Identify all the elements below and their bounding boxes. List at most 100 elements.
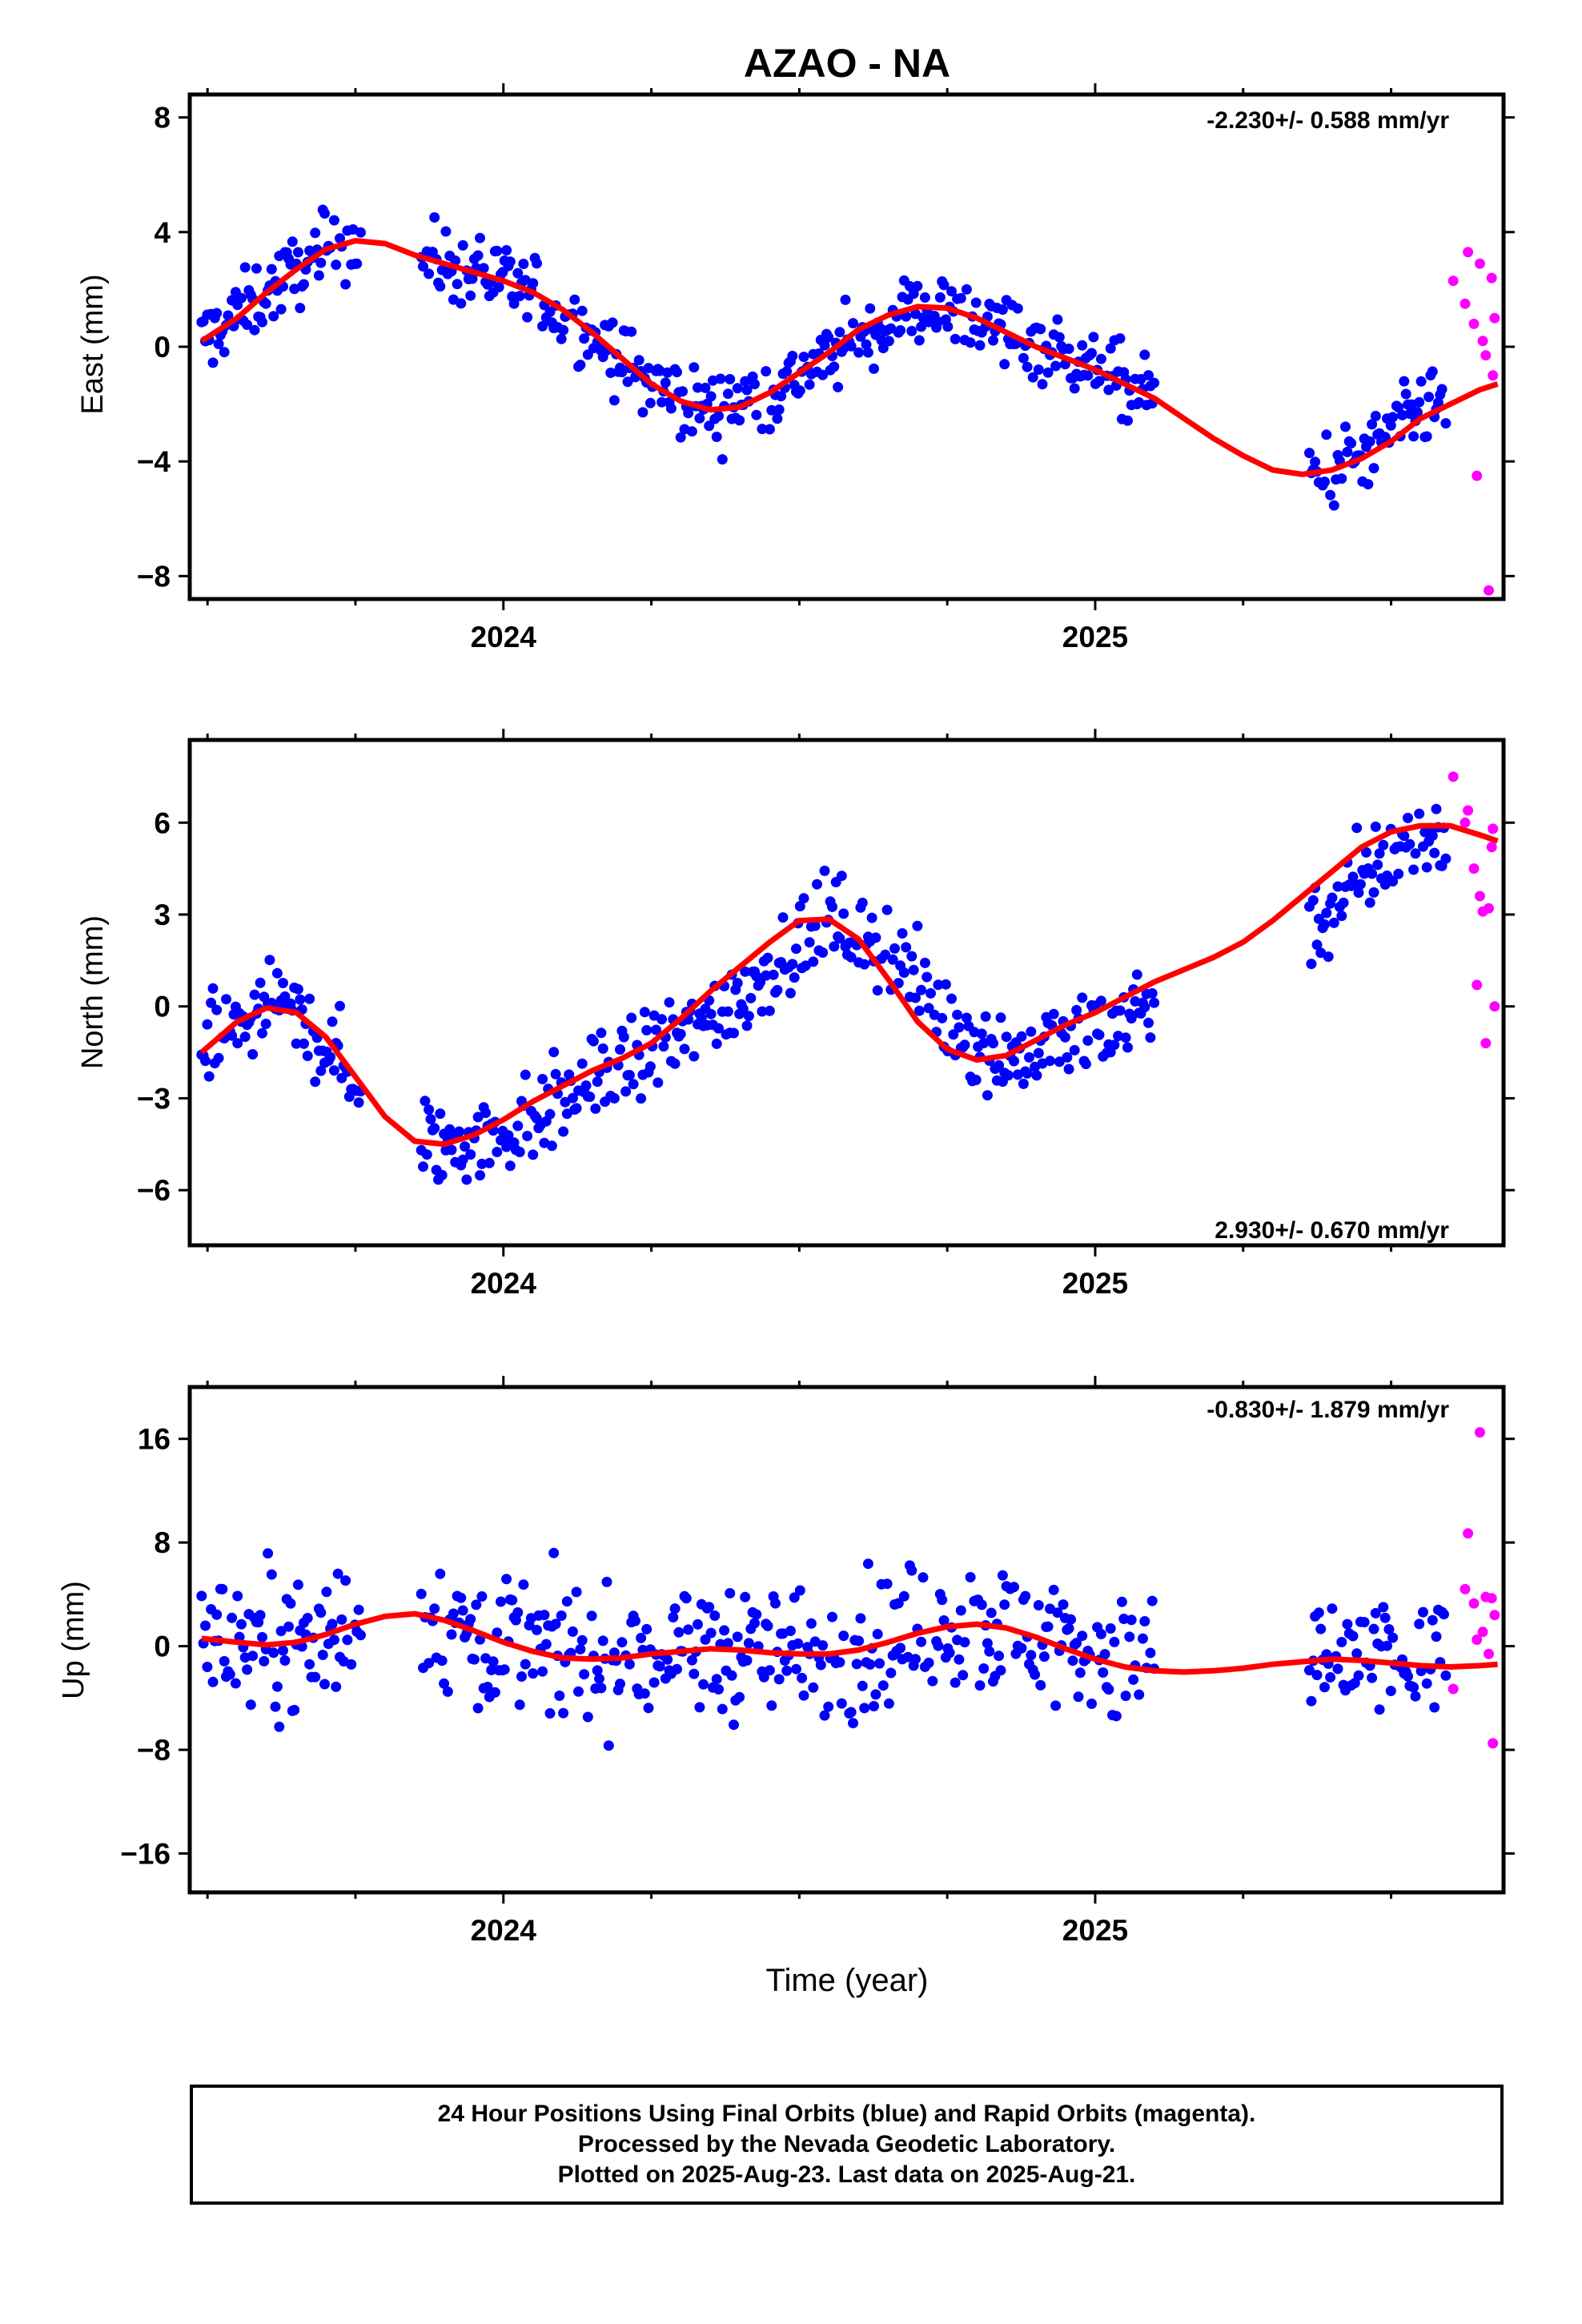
east-final-point xyxy=(895,325,906,336)
east-final-point xyxy=(504,256,516,267)
up-final-point xyxy=(336,1614,347,1625)
up-final-point xyxy=(550,1618,561,1630)
north-final-point xyxy=(615,1044,625,1055)
east-final-point xyxy=(974,340,986,351)
east-final-point xyxy=(665,403,677,414)
east-final-point xyxy=(1139,349,1150,360)
north-final-point xyxy=(809,920,821,931)
east-final-point xyxy=(1103,384,1114,396)
east-final-point xyxy=(558,324,569,336)
up-final-point xyxy=(448,1608,459,1619)
east-final-point xyxy=(452,279,463,290)
north-final-point xyxy=(859,959,870,970)
up-final-point xyxy=(603,1740,614,1751)
up-final-point xyxy=(704,1602,715,1613)
north-final-point xyxy=(278,978,288,988)
north-final-point xyxy=(705,1008,717,1019)
east-final-point xyxy=(1399,376,1410,387)
north-final-point xyxy=(764,1005,775,1016)
north-final-point xyxy=(954,1022,965,1033)
up-final-point xyxy=(1020,1590,1031,1602)
up-final-point xyxy=(573,1686,584,1697)
up-final-point xyxy=(1439,1609,1449,1620)
east-final-point xyxy=(1421,431,1432,442)
north-final-point xyxy=(819,865,830,876)
east-final-point xyxy=(732,383,743,394)
up-final-point xyxy=(532,1624,542,1635)
east-final-point xyxy=(689,362,700,373)
east-final-point xyxy=(1033,364,1044,375)
east-final-point xyxy=(761,366,772,377)
east-final-point xyxy=(877,343,889,354)
north-final-point xyxy=(857,897,868,908)
up-final-point xyxy=(255,1610,266,1621)
north-final-point xyxy=(937,1012,948,1023)
east-final-point xyxy=(1370,411,1381,421)
up-final-point xyxy=(711,1674,722,1685)
up-final-point xyxy=(597,1635,608,1647)
east-final-point xyxy=(644,397,656,408)
up-final-point xyxy=(741,1655,753,1666)
north-final-point xyxy=(457,1154,468,1165)
north-final-point xyxy=(1319,919,1330,930)
east-final-point xyxy=(1432,397,1443,408)
east-final-point xyxy=(637,407,648,418)
up-final-point xyxy=(331,1681,342,1692)
up-final-point xyxy=(482,1682,493,1692)
east-final-point xyxy=(328,215,339,226)
up-final-point xyxy=(1431,1631,1442,1642)
north-final-point xyxy=(221,994,231,1005)
north-final-point xyxy=(260,1019,271,1029)
north-final-point xyxy=(608,1093,620,1104)
north-final-point xyxy=(740,966,751,977)
north-final-point xyxy=(689,1051,700,1062)
up-final-point xyxy=(668,1612,679,1622)
up-final-point xyxy=(698,1679,709,1690)
up-final-point xyxy=(266,1569,277,1580)
up-final-point xyxy=(1418,1606,1428,1618)
up-final-point xyxy=(823,1701,834,1712)
up-final-point xyxy=(1067,1655,1078,1667)
north-final-point xyxy=(772,984,783,995)
east-final-point xyxy=(798,352,809,363)
north-final-point xyxy=(310,1076,321,1088)
up-final-point xyxy=(1033,1600,1044,1610)
up-final-point xyxy=(1118,1614,1130,1624)
east-final-point xyxy=(1082,370,1094,381)
up-final-point xyxy=(717,1703,728,1715)
up-final-point xyxy=(442,1686,453,1697)
up-final-point xyxy=(917,1572,929,1583)
north-final-point xyxy=(558,1126,569,1137)
north-final-point xyxy=(988,1038,998,1049)
up-final-point xyxy=(933,1640,944,1651)
up-final-point xyxy=(278,1645,288,1656)
east-final-point xyxy=(757,424,768,435)
up-final-point xyxy=(1105,1623,1116,1634)
up-final-point xyxy=(283,1621,295,1632)
east-rapid-point xyxy=(1486,272,1497,283)
north-final-point xyxy=(982,1090,993,1101)
up-final-point xyxy=(274,1721,285,1732)
up-final-point xyxy=(1052,1607,1063,1618)
up-final-point xyxy=(217,1583,228,1594)
east-ytick-label: −8 xyxy=(137,560,171,593)
north-ytick-label: 3 xyxy=(154,899,171,931)
north-final-point xyxy=(264,955,275,966)
north-final-point xyxy=(994,1059,1005,1071)
up-final-point xyxy=(1137,1633,1148,1644)
up-final-point xyxy=(1124,1631,1135,1642)
up-final-point xyxy=(1116,1596,1127,1607)
up-rapid-point xyxy=(1474,1427,1485,1438)
up-final-point xyxy=(271,1681,283,1692)
up-final-point xyxy=(857,1680,868,1691)
north-final-point xyxy=(845,951,857,963)
east-final-point xyxy=(1042,367,1054,378)
north-final-point xyxy=(1399,830,1410,842)
up-final-point xyxy=(834,1657,845,1668)
north-rapid-point xyxy=(1488,823,1499,834)
north-final-point xyxy=(1367,868,1378,879)
east-final-point xyxy=(1336,473,1347,485)
up-final-point xyxy=(1421,1678,1432,1689)
east-rapid-point xyxy=(1472,470,1483,481)
north-final-point xyxy=(420,1096,431,1107)
